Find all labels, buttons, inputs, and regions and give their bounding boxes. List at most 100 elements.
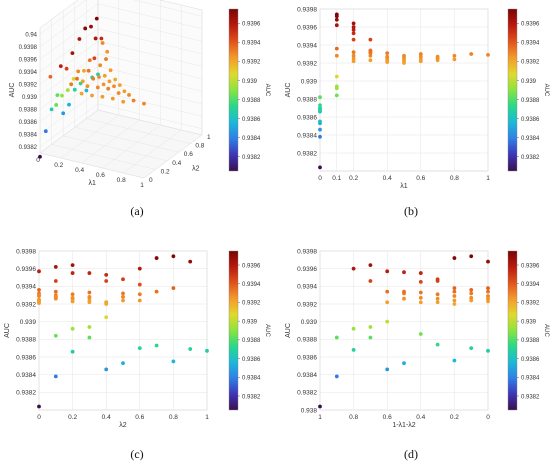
data-point <box>351 56 356 61</box>
x-tick-label: 0.8 <box>117 177 126 184</box>
y-axis-label: AUC <box>285 83 292 98</box>
data-point <box>351 50 356 55</box>
colorbar-tick-label: 0.9386 <box>242 357 261 363</box>
data-point <box>154 343 159 348</box>
z-tick-label: 0.9382 <box>19 145 38 151</box>
data-point <box>70 326 75 331</box>
data-point <box>71 77 76 81</box>
data-point <box>94 16 99 21</box>
y-tick-label: 0.9382 <box>297 150 317 157</box>
x-tick-label: 0.2 <box>68 414 77 421</box>
data-point <box>171 254 176 259</box>
data-point <box>452 53 457 58</box>
data-point <box>87 300 92 305</box>
x-tick-label: 0.6 <box>383 414 392 421</box>
data-point <box>368 58 373 63</box>
data-point <box>452 302 457 306</box>
colorbar-tick-label: 0.939 <box>242 319 258 325</box>
data-point <box>113 77 118 82</box>
data-point <box>469 291 474 296</box>
x-axis-label: λ1 <box>400 183 408 190</box>
data-point <box>486 286 490 290</box>
y-axis-label: AUC <box>285 323 292 338</box>
data-point <box>351 31 356 36</box>
data-point <box>95 85 100 90</box>
x-axis-label: 1-λ1-λ2 <box>392 422 415 429</box>
x-tick-label: 0 <box>318 175 322 182</box>
data-point <box>318 127 322 132</box>
data-point <box>80 79 85 84</box>
data-point <box>64 66 69 71</box>
x-tick-label: 0.4 <box>75 167 84 174</box>
data-point <box>131 98 136 103</box>
data-point <box>58 64 63 69</box>
data-point <box>351 59 356 64</box>
data-point <box>55 93 60 97</box>
data-point <box>418 332 423 336</box>
z-tick-label: 0.9388 <box>19 108 38 114</box>
colorbar-tick-label: 0.9388 <box>521 338 540 344</box>
x-tick-label: 0 <box>37 414 41 421</box>
data-point <box>351 326 356 331</box>
y-tick-label: 0.939 <box>20 319 37 326</box>
data-point <box>87 271 92 275</box>
data-point <box>469 52 474 56</box>
data-point <box>368 335 373 340</box>
data-point <box>486 348 490 353</box>
panel-b: 0.9398 0.9396 0.9394 0.9392 0.939 0.9388 0.938… <box>285 6 490 190</box>
data-point <box>142 101 146 106</box>
colorbar-label: AUC <box>264 324 270 337</box>
y-tick-label: 0.9394 <box>297 42 317 49</box>
data-point <box>87 58 92 63</box>
colorbar-tick-label: 0.939 <box>242 79 258 85</box>
data-point <box>334 23 339 28</box>
data-point <box>418 300 423 305</box>
data-point <box>84 88 89 93</box>
x-tick-label: 0 <box>36 157 40 164</box>
data-point <box>452 286 457 290</box>
y-tick-label: 0.9392 <box>16 301 36 308</box>
data-point <box>318 165 322 170</box>
colorbar-tick-label: 0.9396 <box>521 263 540 269</box>
gridline-z <box>39 0 203 35</box>
gridline-y <box>63 10 168 161</box>
data-point <box>70 292 75 297</box>
y-tick-label: 0.9392 <box>297 60 317 67</box>
data-point <box>108 68 113 73</box>
data-point <box>334 53 339 58</box>
data-point <box>104 57 108 61</box>
data-point <box>351 25 356 29</box>
y-tick-label: 0.9386 <box>16 354 36 361</box>
z-tick-label: 0.9396 <box>19 58 38 64</box>
y-tick-label: 0.9392 <box>297 301 317 308</box>
x-tick-label: 1 <box>486 175 490 182</box>
colorbar-tick-label: 0.939 <box>521 79 537 85</box>
data-point <box>87 295 92 300</box>
y-tick-label: 0.9398 <box>297 248 317 255</box>
data-point <box>171 359 176 364</box>
data-point <box>318 95 322 100</box>
data-point <box>368 325 373 329</box>
plot-area <box>38 250 208 411</box>
data-point <box>37 269 41 274</box>
data-point <box>351 27 356 32</box>
plot-area <box>319 8 489 172</box>
data-point <box>418 54 423 59</box>
data-point <box>452 358 457 363</box>
data-point <box>98 63 103 68</box>
data-point <box>402 361 406 366</box>
data-point <box>53 374 58 379</box>
data-point <box>99 36 104 41</box>
colorbar-tick-label: 0.9386 <box>242 117 261 123</box>
data-point <box>402 296 406 301</box>
data-point <box>385 300 390 305</box>
colorbar-tick-label: 0.9388 <box>521 98 540 104</box>
data-point <box>110 96 115 101</box>
panel-caption-d: (d) <box>404 447 418 461</box>
y-tick-label: 0.9384 <box>297 132 317 139</box>
data-point <box>54 103 59 107</box>
data-point <box>368 263 373 268</box>
x-axis-label: λ2 <box>119 422 127 429</box>
data-point <box>53 265 58 269</box>
data-point <box>82 68 86 73</box>
